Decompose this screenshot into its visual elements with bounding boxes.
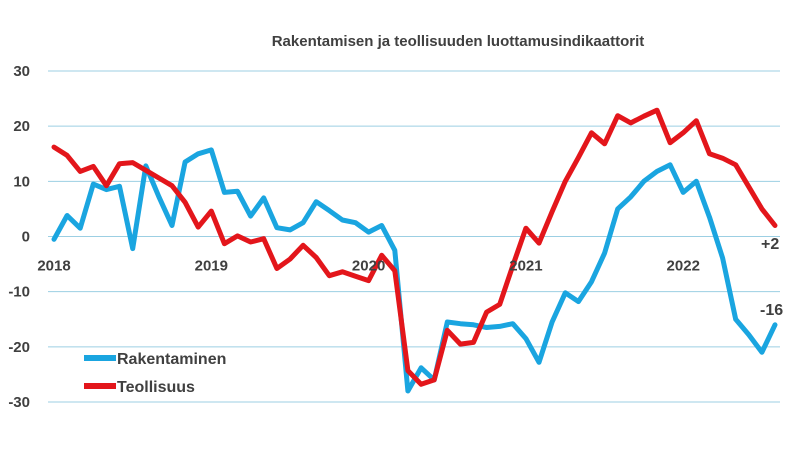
y-tick-label: -10	[8, 284, 30, 301]
y-tick-label: -20	[8, 339, 30, 356]
y-tick-label: 10	[13, 173, 30, 190]
x-tick-label: 2021	[509, 258, 542, 275]
y-axis: 30 20 10 0 -10 -20 -30	[8, 63, 30, 411]
x-tick-label: 2018	[37, 258, 70, 275]
chart-title: Rakentamisen ja teollisuuden luottamusin…	[272, 33, 645, 50]
x-tick-label: 2019	[195, 258, 228, 275]
end-label-teollisuus: +2	[761, 236, 779, 253]
y-tick-label: 30	[13, 63, 30, 80]
legend-label-rakentaminen: Rakentaminen	[117, 351, 226, 368]
x-tick-label: 2022	[667, 258, 700, 275]
series-line-teollisuus	[51, 107, 778, 387]
series-group	[51, 107, 778, 394]
legend: Rakentaminen Teollisuus	[84, 351, 226, 396]
end-label-rakentaminen: -16	[760, 302, 783, 319]
y-tick-label: 20	[13, 118, 30, 135]
x-axis: 2018 2019 2020 2021 2022	[37, 258, 700, 275]
legend-label-teollisuus: Teollisuus	[117, 379, 195, 396]
y-tick-label: -30	[8, 394, 30, 411]
x-tick-label: 2020	[352, 258, 385, 275]
grid	[48, 70, 780, 403]
y-tick-label: 0	[22, 229, 30, 246]
